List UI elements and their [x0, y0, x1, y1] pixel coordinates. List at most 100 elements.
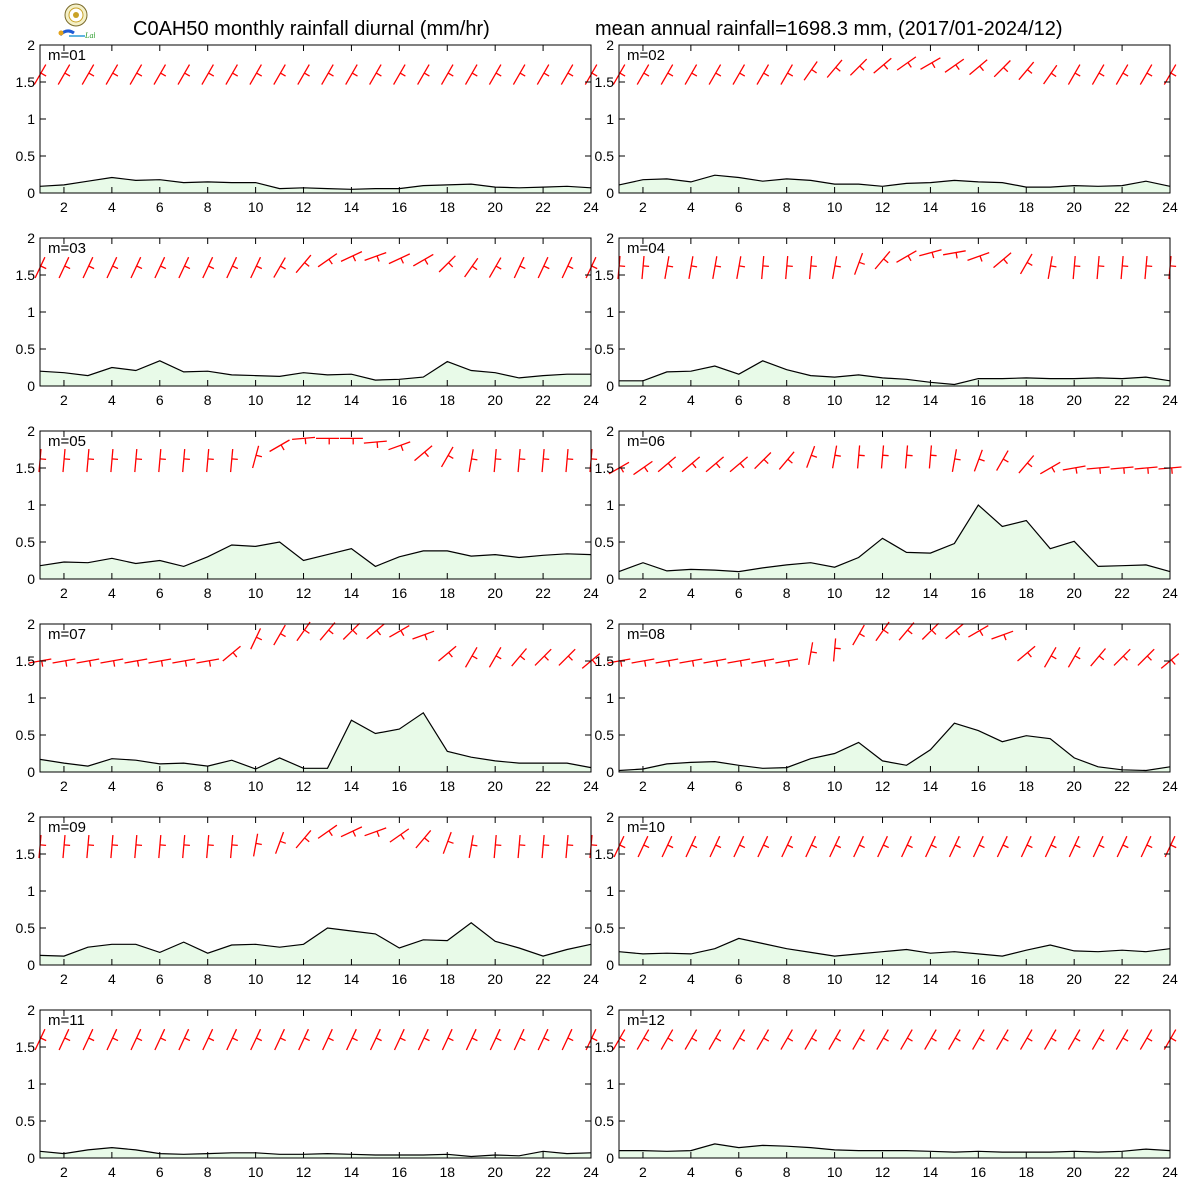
y-tick-label: 1: [606, 1076, 614, 1092]
wind-barb: [1068, 835, 1081, 858]
wind-barb: [921, 622, 940, 640]
panel-month-label: m=01: [48, 47, 86, 64]
x-tick-label: 10: [827, 585, 843, 601]
y-tick-label: 0: [606, 571, 614, 587]
wind-barb: [154, 256, 167, 279]
x-tick-label: 24: [583, 1164, 599, 1180]
wind-barb: [129, 64, 143, 85]
x-tick-label: 18: [439, 199, 455, 215]
rain-line: [39, 922, 592, 957]
wind-barb: [366, 623, 385, 640]
y-tick-label: 1.5: [16, 846, 36, 862]
wind-barb: [442, 831, 454, 854]
x-tick-label: 18: [1018, 778, 1034, 794]
rain-area: [40, 922, 591, 965]
x-tick-label: 2: [639, 392, 647, 408]
x-tick-label: 12: [296, 199, 312, 215]
wind-barbs: [617, 249, 1177, 280]
rain-area: [619, 175, 1170, 193]
wind-barb: [832, 638, 841, 662]
wind-barb: [826, 59, 843, 78]
wind-barb: [206, 449, 214, 473]
panel-m-10: 00.511.522 4 6 8 10 12 14 16 18 20 22 24m=10: [595, 809, 1178, 987]
wind-barb: [106, 1028, 119, 1051]
wind-barb: [82, 256, 95, 279]
wind-barb: [319, 622, 336, 641]
wind-barb: [1137, 648, 1155, 666]
x-tick-label: 2: [60, 971, 68, 987]
x-tick-label: 22: [1114, 971, 1130, 987]
wind-barb: [1115, 1029, 1129, 1050]
x-tick-label: 16: [392, 778, 408, 794]
panel-m-12: 00.511.522 4 6 8 10 12 14 16 18 20 22 24m=12: [595, 1002, 1178, 1180]
wind-barb: [513, 1028, 526, 1051]
wind-barb: [1019, 253, 1033, 275]
wind-barb: [464, 257, 479, 278]
wind-barb: [417, 1028, 430, 1051]
panel-m-02: 00.511.522 4 6 8 10 12 14 16 18 20 22 24m=02: [595, 37, 1178, 215]
x-tick-label: 14: [344, 199, 360, 215]
wind-barb: [178, 1028, 191, 1051]
x-tick-label: 4: [687, 1164, 695, 1180]
wind-barb: [877, 835, 889, 858]
wind-barb: [785, 256, 793, 280]
y-tick-label: 0: [27, 1150, 35, 1166]
x-tick-label: 20: [487, 1164, 503, 1180]
wind-barb: [124, 658, 148, 667]
wind-barb: [340, 251, 363, 262]
wind-barb: [1134, 466, 1158, 474]
wind-barb: [1018, 61, 1035, 81]
wind-barb: [664, 256, 674, 280]
panel-m-07: 00.511.522 4 6 8 10 12 14 16 18 20 22 24m=07: [16, 616, 601, 794]
wind-barb: [856, 445, 865, 469]
x-tick-label: 20: [487, 971, 503, 987]
x-tick-label: 20: [1066, 199, 1082, 215]
rain-line: [618, 722, 1171, 772]
wind-barb: [148, 658, 172, 667]
logo-lab-text: Lab: [84, 31, 95, 40]
y-tick-label: 1: [27, 690, 35, 706]
x-tick-label: 10: [827, 778, 843, 794]
x-tick-label: 18: [439, 778, 455, 794]
y-tick-label: 0: [27, 185, 35, 201]
wind-barb: [661, 835, 674, 858]
x-tick-label: 2: [60, 778, 68, 794]
wind-barb: [874, 250, 891, 270]
wind-barb: [172, 658, 196, 667]
y-tick-label: 2: [606, 37, 614, 53]
wind-barb: [414, 445, 433, 462]
wind-barb: [969, 59, 988, 76]
x-tick-label: 8: [204, 778, 212, 794]
y-tick-label: 1: [606, 883, 614, 899]
wind-barb: [249, 64, 263, 85]
wind-barb: [339, 437, 363, 445]
wind-barb: [295, 829, 312, 849]
y-tick-label: 2: [606, 616, 614, 632]
x-tick-label: 12: [296, 392, 312, 408]
wind-barb: [729, 456, 749, 473]
wind-barb: [250, 256, 263, 279]
rain-line: [39, 1146, 592, 1158]
wind-barbs: [613, 835, 1177, 858]
wind-barb: [896, 250, 917, 263]
x-tick-label: 16: [392, 199, 408, 215]
x-tick-label: 8: [204, 1164, 212, 1180]
wind-barb: [182, 835, 190, 859]
wind-barb: [57, 64, 71, 85]
wind-barb: [1113, 648, 1131, 666]
wind-barb: [110, 835, 119, 859]
x-tick-label: 10: [827, 971, 843, 987]
x-tick-label: 24: [583, 392, 599, 408]
x-tick-label: 12: [875, 392, 891, 408]
panel-month-label: m=09: [48, 819, 86, 836]
wind-barb: [389, 828, 410, 843]
wind-barb: [631, 658, 655, 667]
y-tick-label: 2: [27, 616, 35, 632]
plot-frame: [39, 1009, 592, 1159]
x-tick-label: 6: [735, 778, 743, 794]
plot-frame: [618, 623, 1171, 773]
x-tick-label: 12: [875, 585, 891, 601]
wind-barb: [541, 449, 550, 473]
x-tick-label: 8: [783, 1164, 791, 1180]
y-tick-label: 1: [27, 111, 35, 127]
